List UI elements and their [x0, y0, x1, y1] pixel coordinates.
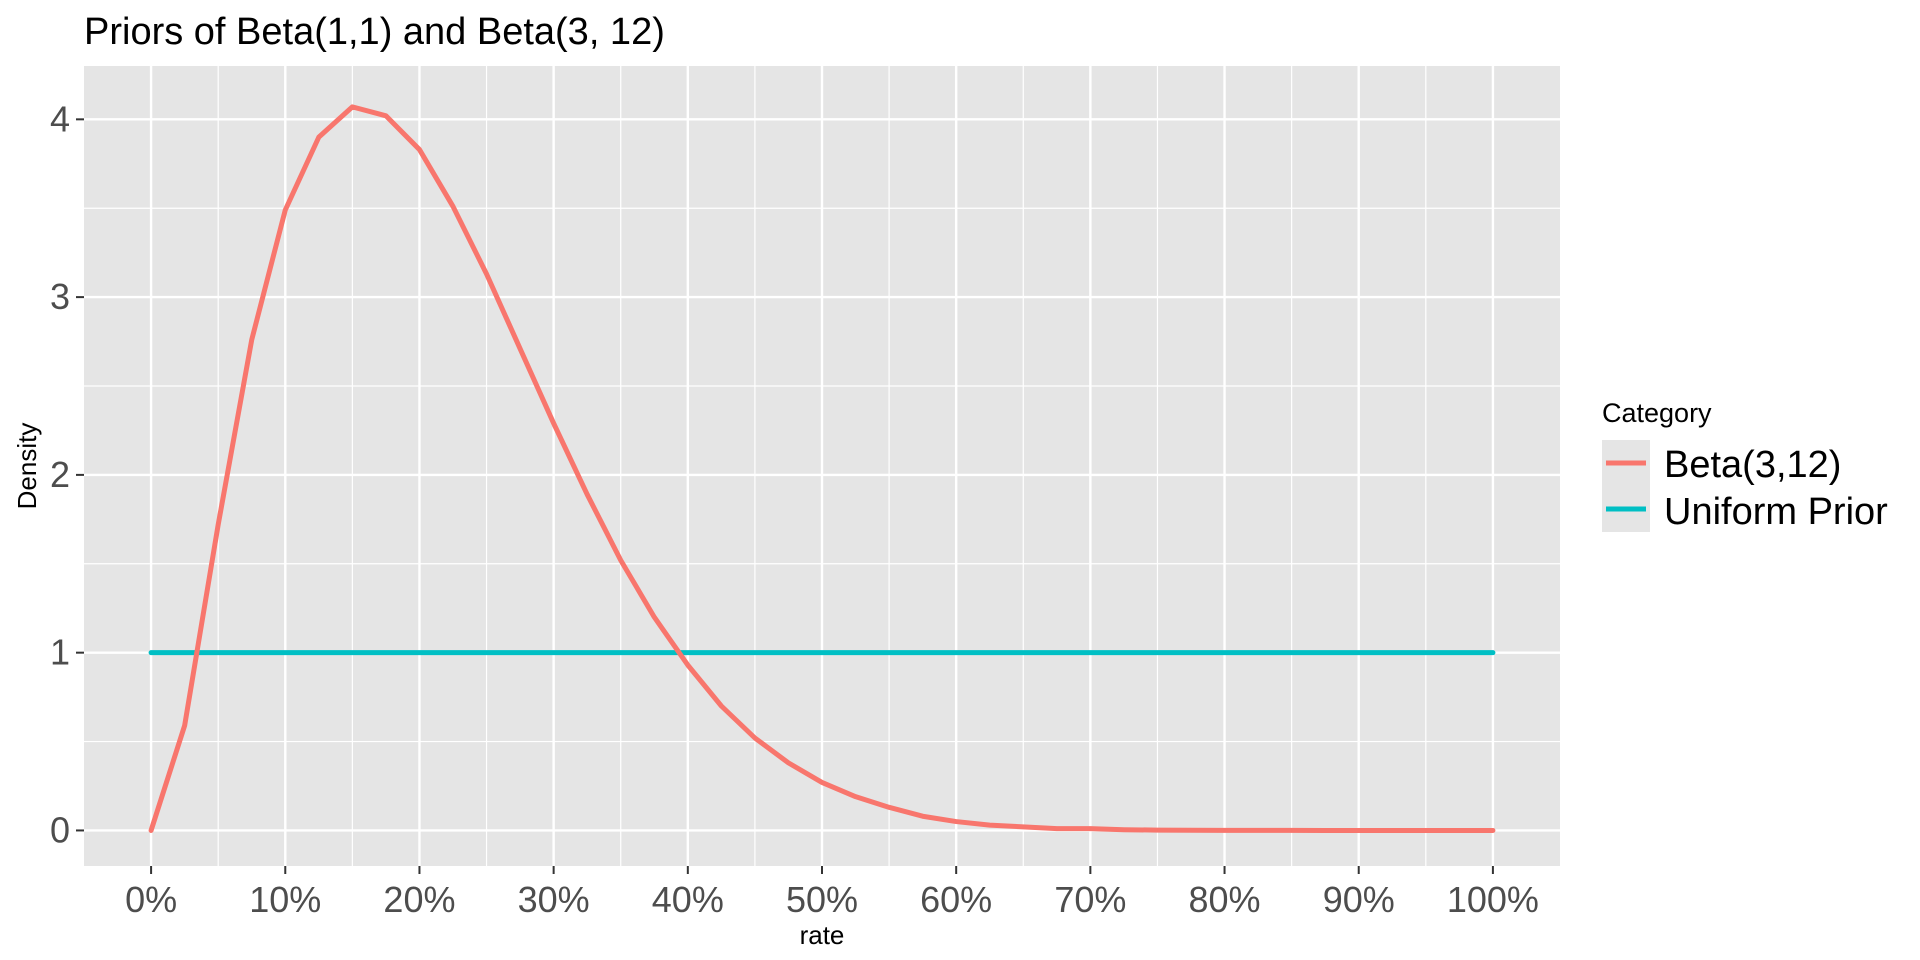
y-axis-ticks: 0 1 2 3 4 — [50, 98, 84, 850]
x-axis-label: rate — [800, 920, 845, 950]
x-tick-label: 90% — [1323, 879, 1395, 920]
y-tick-label: 1 — [50, 632, 70, 673]
y-tick-label: 2 — [50, 454, 70, 495]
y-tick-label: 3 — [50, 276, 70, 317]
legend: Category Beta(3,12) Uniform Prior — [1602, 398, 1888, 533]
x-tick-label: 20% — [383, 879, 455, 920]
legend-title: Category — [1602, 398, 1712, 428]
series-line-beta-3-12 — [148, 104, 1496, 833]
x-axis-ticks: 0% 10% 20% 30% 40% 50% 60% 70% 80% 90% 100% — [125, 866, 1539, 920]
legend-label-beta: Beta(3,12) — [1664, 444, 1841, 486]
y-axis-label: Density — [12, 423, 42, 510]
x-tick-label: 10% — [249, 879, 321, 920]
chart-title: Priors of Beta(1,1) and Beta(3, 12) — [84, 11, 665, 53]
x-tick-label: 80% — [1189, 879, 1261, 920]
y-tick-label: 0 — [50, 809, 70, 850]
x-tick-label: 0% — [125, 879, 177, 920]
x-tick-label: 70% — [1054, 879, 1126, 920]
y-tick-label: 4 — [50, 98, 70, 139]
x-tick-label: 40% — [652, 879, 724, 920]
x-tick-label: 100% — [1447, 879, 1539, 920]
series-layer — [148, 104, 1496, 833]
x-tick-label: 30% — [518, 879, 590, 920]
legend-label-uniform: Uniform Prior — [1664, 491, 1888, 533]
x-tick-label: 60% — [920, 879, 992, 920]
x-tick-label: 50% — [786, 879, 858, 920]
